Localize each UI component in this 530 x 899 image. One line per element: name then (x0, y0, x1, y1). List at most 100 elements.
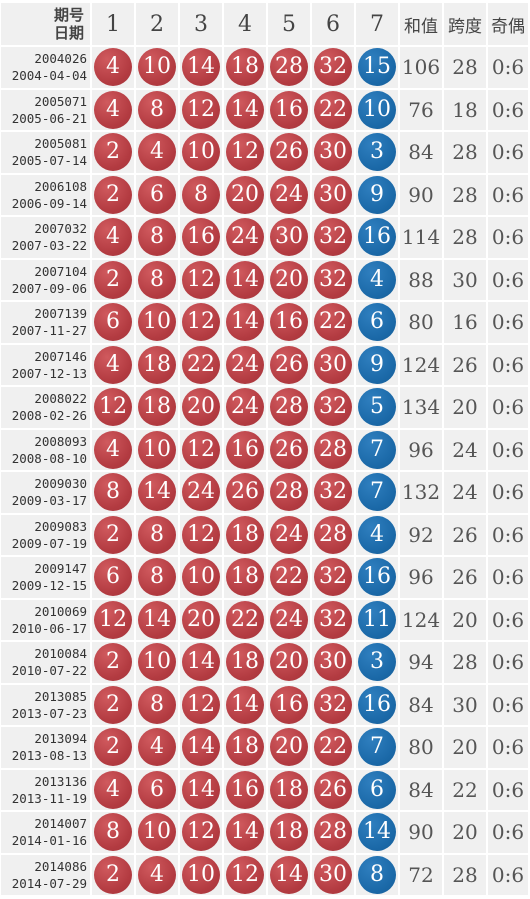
red-ball: 4 (138, 855, 176, 894)
red-ball: 16 (270, 90, 308, 129)
ball-cell: 4 (136, 854, 180, 897)
ball-cell: 20 (224, 174, 268, 217)
red-ball: 30 (314, 175, 352, 214)
issue-number: 2013136 (34, 773, 87, 789)
table-row: 2013094 2013-08-13 2 4 14 18 20 22 7 80 20 0:6 (1, 727, 530, 770)
ball-cell: 16 (224, 769, 268, 812)
issue-date-cell: 2008022 2008-02-26 (1, 387, 92, 430)
span-value: 28 (444, 642, 488, 685)
ball-cell: 30 (312, 642, 356, 685)
issue-date-cell: 2005071 2005-06-21 (1, 89, 92, 132)
ball-cell: 20 (180, 387, 224, 430)
sum-header: 和值 (400, 3, 444, 47)
ball-cell: 32 (312, 47, 356, 90)
red-ball: 24 (270, 515, 308, 554)
red-ball: 16 (226, 770, 264, 809)
ball-cell: 18 (224, 47, 268, 90)
ball-cell: 14 (136, 599, 180, 642)
red-ball: 30 (314, 855, 352, 894)
ball-cell: 4 (136, 132, 180, 175)
red-ball: 2 (94, 260, 132, 299)
blue-ball: 10 (358, 90, 396, 129)
red-ball: 8 (94, 813, 132, 852)
span-value: 26 (444, 344, 488, 387)
sum-value: 90 (400, 812, 444, 855)
span-value: 20 (444, 812, 488, 855)
ball-cell: 2 (92, 727, 136, 770)
ball-cell: 14 (180, 642, 224, 685)
red-ball: 10 (138, 303, 176, 342)
ball-cell: 4 (136, 727, 180, 770)
ball-cell: 12 (224, 132, 268, 175)
ball-cell: 18 (224, 727, 268, 770)
red-ball: 18 (270, 770, 308, 809)
ball-cell: 8 (356, 854, 400, 897)
sum-value: 80 (400, 727, 444, 770)
header-row: 期号 日期 1 2 3 4 5 6 7 和值 跨度 奇偶 (1, 3, 530, 47)
ball-cell: 16 (356, 557, 400, 600)
issue-date-cell: 2007139 2007-11-27 (1, 302, 92, 345)
span-value: 28 (444, 47, 488, 90)
blue-ball: 9 (358, 345, 396, 384)
ball-cell: 32 (312, 599, 356, 642)
red-ball: 14 (270, 855, 308, 894)
table-row: 2008093 2008-08-10 4 10 12 16 26 28 7 96 24 0:6 (1, 429, 530, 472)
ball-cell: 12 (224, 854, 268, 897)
ball-cell: 12 (92, 599, 136, 642)
issue-number: 2008093 (34, 433, 87, 449)
blue-ball: 7 (358, 473, 396, 512)
odd-even-value: 0:6 (488, 769, 530, 812)
issue-date-cell: 2005081 2005-07-14 (1, 132, 92, 175)
issue-number: 2009030 (34, 476, 87, 492)
ball-cell: 10 (180, 132, 224, 175)
blue-ball: 6 (358, 770, 396, 809)
red-ball: 10 (138, 48, 176, 87)
ball-cell: 26 (268, 344, 312, 387)
issue-date-header: 期号 日期 (1, 3, 92, 47)
ball-cell: 30 (312, 854, 356, 897)
lottery-results-table: 期号 日期 1 2 3 4 5 6 7 和值 跨度 奇偶 2004026 2004… (1, 3, 530, 897)
span-value: 20 (444, 387, 488, 430)
ball-cell: 18 (136, 387, 180, 430)
red-ball: 8 (138, 558, 176, 597)
red-ball: 30 (314, 133, 352, 172)
odd-even-value: 0:6 (488, 812, 530, 855)
ball-cell: 8 (136, 684, 180, 727)
sum-value: 84 (400, 132, 444, 175)
table-row: 2014086 2014-07-29 2 4 10 12 14 30 8 72 28 0:6 (1, 854, 530, 897)
table-row: 2010069 2010-06-17 12 14 20 22 24 32 11 124 20 0:6 (1, 599, 530, 642)
issue-number: 2004026 (34, 51, 87, 67)
issue-date-cell: 2007104 2007-09-06 (1, 259, 92, 302)
issue-number: 2006108 (34, 178, 87, 194)
ball-cell: 9 (356, 174, 400, 217)
blue-ball: 5 (358, 388, 396, 427)
red-ball: 6 (94, 303, 132, 342)
ball-cell: 4 (92, 217, 136, 260)
sum-value: 90 (400, 174, 444, 217)
table-row: 2008022 2008-02-26 12 18 20 24 28 32 5 134 20 0:6 (1, 387, 530, 430)
ball-cell: 6 (136, 769, 180, 812)
ball-cell: 24 (268, 174, 312, 217)
ball-cell: 3 (356, 642, 400, 685)
issue-number: 2013094 (34, 731, 87, 747)
span-value: 26 (444, 557, 488, 600)
ball-cell: 2 (92, 684, 136, 727)
span-value: 26 (444, 514, 488, 557)
table-row: 2013136 2013-11-19 4 6 14 16 18 26 6 84 22 0:6 (1, 769, 530, 812)
table-row: 2007032 2007-03-22 4 8 16 24 30 32 16 114 28 0:6 (1, 217, 530, 260)
issue-number: 2014086 (34, 858, 87, 874)
red-ball: 12 (182, 685, 220, 724)
ball-cell: 14 (224, 302, 268, 345)
ball-cell: 12 (180, 429, 224, 472)
table-row: 2009030 2009-03-17 8 14 24 26 28 32 7 132 24 0:6 (1, 472, 530, 515)
ball-cell: 14 (224, 812, 268, 855)
column-header-4: 4 (224, 3, 268, 47)
issue-date-cell: 2013085 2013-07-23 (1, 684, 92, 727)
ball-cell: 4 (92, 769, 136, 812)
draw-date: 2005-07-14 (11, 153, 87, 169)
draw-date: 2010-06-17 (11, 620, 87, 636)
column-header-7: 7 (356, 3, 400, 47)
issue-date-cell: 2013094 2013-08-13 (1, 727, 92, 770)
ball-cell: 26 (268, 429, 312, 472)
red-ball: 18 (226, 48, 264, 87)
